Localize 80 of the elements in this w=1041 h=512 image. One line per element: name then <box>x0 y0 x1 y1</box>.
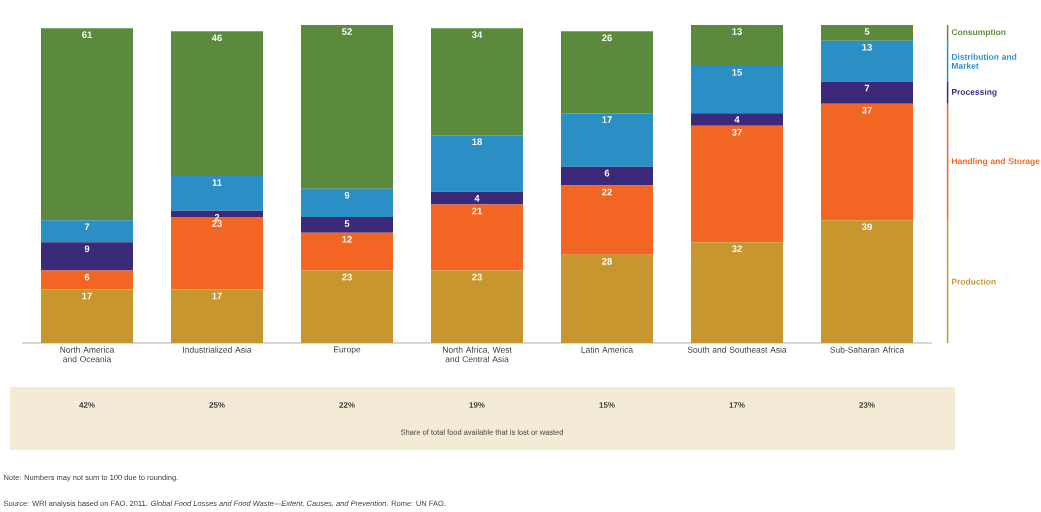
data-label: 17 <box>602 116 612 123</box>
bar <box>301 232 394 271</box>
data-label: 18 <box>472 138 482 146</box>
text: Handling and Storage <box>951 157 1040 166</box>
bar <box>41 220 134 243</box>
bar <box>431 270 524 343</box>
bar <box>821 103 914 221</box>
bar <box>821 220 914 343</box>
text: Distribution and Market <box>951 53 1017 69</box>
data-label: 37 <box>861 106 872 114</box>
bar <box>561 185 654 255</box>
bar <box>301 270 394 343</box>
data-label: 23 <box>212 220 222 227</box>
x-tick-label: Latin America <box>581 346 634 353</box>
data-label: 23 <box>342 273 352 281</box>
data-label: 9 <box>84 245 90 253</box>
data-label: 15 <box>732 69 743 76</box>
bar <box>691 242 784 343</box>
data-label: 37 <box>731 128 742 136</box>
bar <box>561 166 654 186</box>
bar <box>431 28 524 136</box>
legend-label: Consumption <box>951 28 1006 37</box>
x-tick-label: Industrialized Asia <box>183 346 252 353</box>
data-label: 5 <box>864 28 870 35</box>
data-label: 34 <box>471 31 483 39</box>
x-tick-label: North Africa, West and Central Asia <box>442 346 512 363</box>
bar <box>691 125 784 243</box>
data-label: 26 <box>602 34 612 42</box>
bar <box>821 81 914 104</box>
data-label: 23 <box>472 273 482 281</box>
data-label: 32 <box>731 245 742 253</box>
bar <box>691 24 784 66</box>
data-label: 9 <box>344 191 350 199</box>
bar <box>41 270 134 290</box>
data-label: 17 <box>82 292 92 300</box>
data-label: 17 <box>212 292 222 300</box>
bar <box>821 24 914 41</box>
bar <box>691 65 784 114</box>
data-label: 39 <box>861 223 872 231</box>
data-label: 7 <box>864 84 870 92</box>
bar <box>301 217 394 233</box>
x-tick-label: North America and Oceania <box>60 346 115 363</box>
bar <box>561 31 654 114</box>
data-label: 6 <box>84 273 90 281</box>
x-tick-label: Sub-Saharan Africa <box>830 346 905 353</box>
data-label: 11 <box>212 179 222 186</box>
bar <box>41 289 134 343</box>
bar <box>171 289 264 343</box>
data-label: 13 <box>862 43 872 51</box>
x-tick-label: South and Southeast Asia <box>687 346 787 353</box>
data-label: 6 <box>604 169 610 177</box>
data-label: 28 <box>602 258 612 265</box>
data-label: 52 <box>342 28 352 35</box>
data-label: 4 <box>734 116 740 123</box>
data-label: 61 <box>82 31 93 39</box>
bar <box>691 113 784 126</box>
data-label: 21 <box>472 207 483 215</box>
data-label: 46 <box>211 34 222 42</box>
bar <box>171 31 264 177</box>
data-label: 5 <box>344 220 350 227</box>
data-label: 22 <box>602 188 612 196</box>
bar <box>301 24 394 189</box>
text: Production <box>951 278 996 285</box>
bar <box>561 113 654 167</box>
bar <box>431 204 524 271</box>
x-tick-label: Europe <box>334 346 361 355</box>
bar <box>561 254 654 343</box>
bar <box>171 176 264 211</box>
data-label: 2 <box>214 213 220 221</box>
text: Processing <box>951 88 997 97</box>
bar <box>431 191 524 205</box>
data-label: 13 <box>732 28 742 35</box>
data-label: 4 <box>474 195 480 202</box>
bar <box>431 135 524 192</box>
bar <box>821 40 914 82</box>
bar <box>41 242 134 271</box>
data-label: 7 <box>84 223 90 230</box>
bar <box>301 188 394 218</box>
bar <box>41 28 134 221</box>
data-label: 12 <box>342 235 352 243</box>
